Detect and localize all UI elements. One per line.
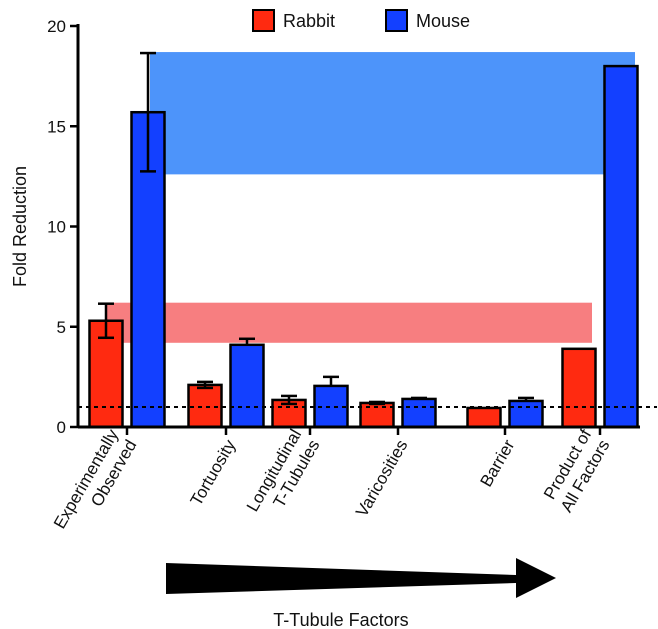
- legend: Rabbit Mouse: [252, 9, 470, 32]
- x-axis-title: T-Tubule Factors: [273, 610, 408, 629]
- category-label: Tortuosity: [187, 436, 240, 509]
- category-label: Varicosities: [352, 437, 411, 521]
- mouse-range-band: [150, 52, 635, 175]
- y-tick-label: 20: [47, 17, 66, 36]
- range-bands: [107, 52, 635, 343]
- arrow-icon: [166, 558, 556, 598]
- rabbit-legend-swatch: [252, 9, 275, 32]
- axes: 0 5 10 15 20 Fold Reduction: [10, 17, 640, 437]
- rabbit-legend-label: Rabbit: [283, 11, 335, 31]
- y-tick-label: 15: [47, 117, 66, 136]
- rabbit-range-band: [107, 302, 592, 343]
- y-tick-label: 10: [47, 218, 66, 237]
- mouse-bar: [401, 397, 437, 429]
- y-tick-label: 5: [57, 318, 66, 337]
- rabbit-bar: [466, 406, 502, 429]
- mouse-bar: [603, 64, 639, 429]
- category-label: Barrier: [477, 436, 519, 490]
- mouse-bar: [229, 343, 265, 429]
- mouse-bar: [508, 399, 544, 429]
- arrow-group: T-Tubule Factors: [166, 558, 556, 629]
- y-axis-title: Fold Reduction: [10, 166, 30, 287]
- rabbit-bar: [187, 383, 223, 429]
- rabbit-bar: [561, 347, 597, 429]
- mouse-legend-label: Mouse: [416, 11, 470, 31]
- y-tick-label: 0: [57, 418, 66, 437]
- mouse-legend-swatch: [385, 9, 408, 32]
